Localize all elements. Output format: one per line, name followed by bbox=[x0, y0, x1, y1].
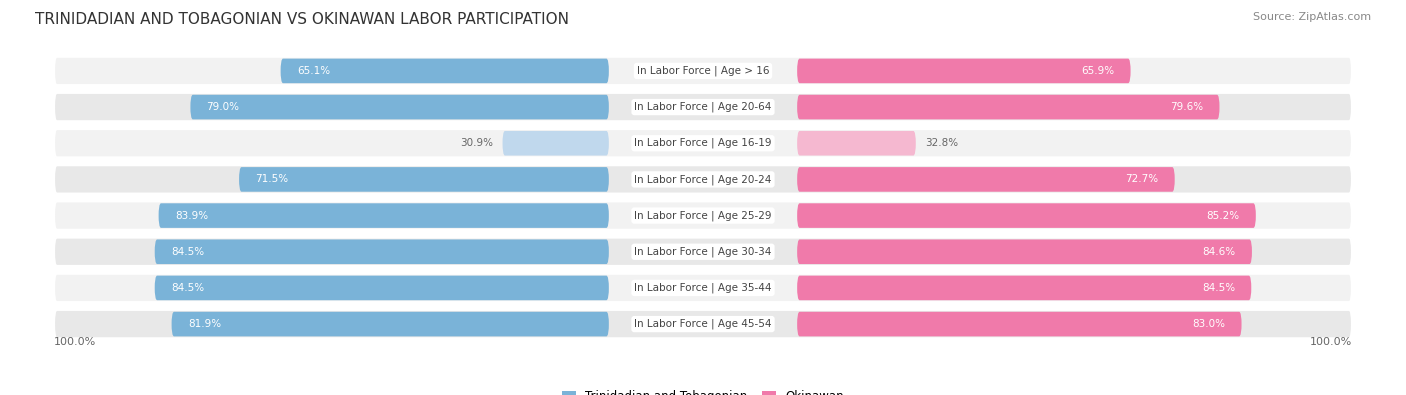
Text: Source: ZipAtlas.com: Source: ZipAtlas.com bbox=[1253, 12, 1371, 22]
FancyBboxPatch shape bbox=[53, 129, 1353, 158]
Text: 100.0%: 100.0% bbox=[1309, 337, 1353, 346]
FancyBboxPatch shape bbox=[159, 203, 609, 228]
FancyBboxPatch shape bbox=[172, 312, 609, 337]
Text: 83.0%: 83.0% bbox=[1192, 319, 1226, 329]
Text: 81.9%: 81.9% bbox=[188, 319, 221, 329]
FancyBboxPatch shape bbox=[53, 310, 1353, 338]
FancyBboxPatch shape bbox=[155, 239, 609, 264]
Text: 71.5%: 71.5% bbox=[256, 175, 288, 184]
Text: In Labor Force | Age 25-29: In Labor Force | Age 25-29 bbox=[634, 210, 772, 221]
Text: In Labor Force | Age 20-24: In Labor Force | Age 20-24 bbox=[634, 174, 772, 185]
FancyBboxPatch shape bbox=[797, 131, 915, 156]
Text: 65.9%: 65.9% bbox=[1081, 66, 1115, 76]
Text: In Labor Force | Age 35-44: In Labor Force | Age 35-44 bbox=[634, 283, 772, 293]
Text: In Labor Force | Age > 16: In Labor Force | Age > 16 bbox=[637, 66, 769, 76]
FancyBboxPatch shape bbox=[53, 274, 1353, 302]
FancyBboxPatch shape bbox=[797, 239, 1251, 264]
FancyBboxPatch shape bbox=[239, 167, 609, 192]
Text: In Labor Force | Age 16-19: In Labor Force | Age 16-19 bbox=[634, 138, 772, 149]
Text: In Labor Force | Age 30-34: In Labor Force | Age 30-34 bbox=[634, 246, 772, 257]
FancyBboxPatch shape bbox=[797, 58, 1130, 83]
FancyBboxPatch shape bbox=[797, 276, 1251, 300]
Text: 84.5%: 84.5% bbox=[172, 283, 204, 293]
Text: 84.5%: 84.5% bbox=[172, 247, 204, 257]
FancyBboxPatch shape bbox=[53, 201, 1353, 230]
Text: 79.6%: 79.6% bbox=[1170, 102, 1204, 112]
Text: In Labor Force | Age 45-54: In Labor Force | Age 45-54 bbox=[634, 319, 772, 329]
Text: 65.1%: 65.1% bbox=[297, 66, 330, 76]
Text: 85.2%: 85.2% bbox=[1206, 211, 1240, 220]
Text: 30.9%: 30.9% bbox=[460, 138, 492, 148]
FancyBboxPatch shape bbox=[155, 276, 609, 300]
FancyBboxPatch shape bbox=[53, 93, 1353, 121]
Text: 79.0%: 79.0% bbox=[207, 102, 239, 112]
Text: In Labor Force | Age 20-64: In Labor Force | Age 20-64 bbox=[634, 102, 772, 112]
Text: 32.8%: 32.8% bbox=[925, 138, 959, 148]
FancyBboxPatch shape bbox=[797, 203, 1256, 228]
Text: TRINIDADIAN AND TOBAGONIAN VS OKINAWAN LABOR PARTICIPATION: TRINIDADIAN AND TOBAGONIAN VS OKINAWAN L… bbox=[35, 12, 569, 27]
FancyBboxPatch shape bbox=[797, 95, 1219, 119]
FancyBboxPatch shape bbox=[502, 131, 609, 156]
Text: 83.9%: 83.9% bbox=[174, 211, 208, 220]
FancyBboxPatch shape bbox=[190, 95, 609, 119]
Text: 72.7%: 72.7% bbox=[1125, 175, 1159, 184]
FancyBboxPatch shape bbox=[53, 57, 1353, 85]
FancyBboxPatch shape bbox=[797, 167, 1175, 192]
Text: 100.0%: 100.0% bbox=[53, 337, 97, 346]
FancyBboxPatch shape bbox=[53, 165, 1353, 194]
FancyBboxPatch shape bbox=[797, 312, 1241, 337]
FancyBboxPatch shape bbox=[53, 237, 1353, 266]
Legend: Trinidadian and Tobagonian, Okinawan: Trinidadian and Tobagonian, Okinawan bbox=[557, 385, 849, 395]
Text: 84.6%: 84.6% bbox=[1202, 247, 1236, 257]
Text: 84.5%: 84.5% bbox=[1202, 283, 1234, 293]
FancyBboxPatch shape bbox=[281, 58, 609, 83]
